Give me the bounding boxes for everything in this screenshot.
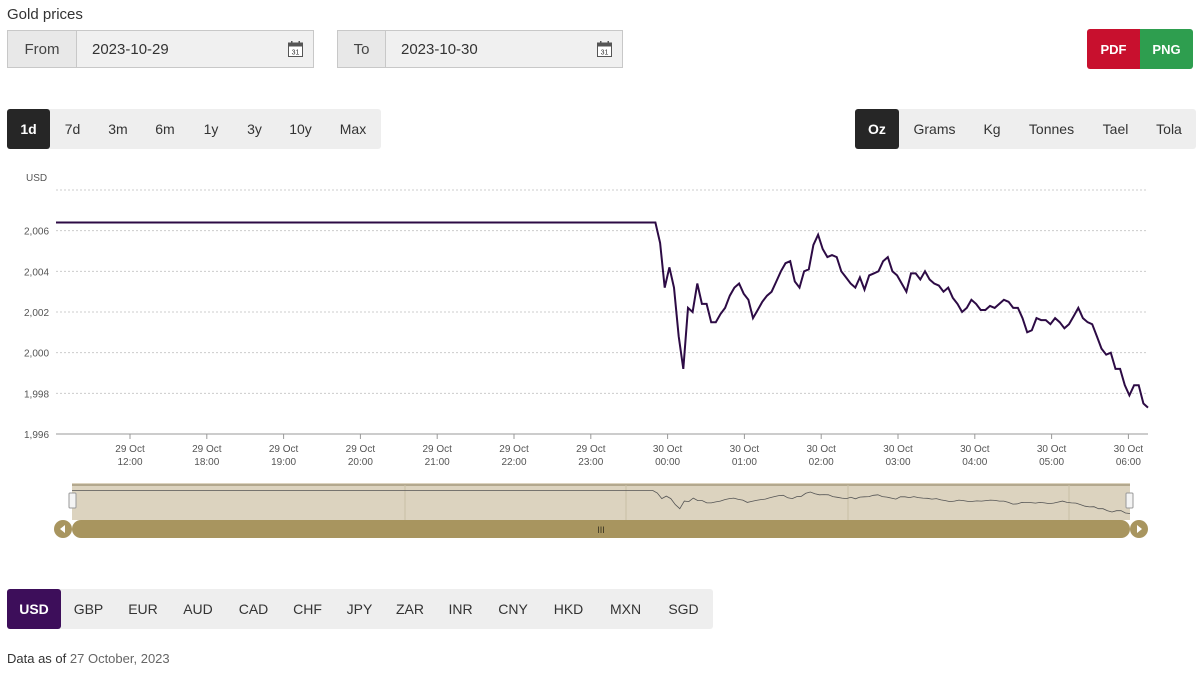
data-as-of-date: 27 October, 2023 — [69, 651, 170, 666]
x-tick-time: 01:00 — [732, 457, 757, 468]
currency-zar[interactable]: ZAR — [396, 601, 424, 617]
x-tick-date: 30 Oct — [883, 444, 913, 455]
calendar-icon-text: 31 — [601, 50, 609, 57]
currency-eur[interactable]: EUR — [128, 601, 158, 617]
range-max[interactable]: Max — [339, 121, 367, 137]
y-tick-label: 1,996 — [24, 430, 49, 441]
price-line — [56, 221, 1149, 409]
unit-oz[interactable]: Oz — [855, 109, 899, 149]
x-tick-time: 05:00 — [1039, 457, 1064, 468]
x-tick-date: 29 Oct — [576, 444, 606, 455]
x-tick-time: 23:00 — [578, 457, 603, 468]
unit-tael[interactable]: Tael — [1102, 121, 1129, 137]
currency-sgd[interactable]: SGD — [668, 601, 699, 617]
y-axis-label: USD — [26, 173, 47, 184]
x-tick-time: 19:00 — [271, 457, 296, 468]
range-selector: 1d 7d 3m 6m 1y 3y 10y Max — [7, 109, 381, 149]
range-3y[interactable]: 3y — [247, 121, 262, 137]
x-tick-time: 20:00 — [348, 457, 373, 468]
x-tick-date: 30 Oct — [806, 444, 836, 455]
currency-cad[interactable]: CAD — [238, 601, 269, 617]
from-date-input[interactable]: 2023-10-29 31 — [77, 31, 313, 67]
x-tick-date: 29 Oct — [346, 444, 376, 455]
x-tick-date: 29 Oct — [499, 444, 529, 455]
scrollbar-grip[interactable]: III — [597, 525, 605, 535]
x-tick-time: 21:00 — [425, 457, 450, 468]
data-as-of-prefix: Data as of — [7, 651, 67, 666]
currency-jpy[interactable]: JPY — [346, 601, 373, 617]
currency-gbp[interactable]: GBP — [73, 601, 104, 617]
x-tick-time: 00:00 — [655, 457, 680, 468]
currency-selector: USD GBP EUR AUD CAD CHF JPY ZAR INR CNY HKD MXN SGD — [7, 589, 713, 629]
range-3m[interactable]: 3m — [108, 121, 128, 137]
grid-lines — [56, 189, 1148, 435]
chart-navigator[interactable]: III — [54, 483, 1148, 538]
from-label: From — [8, 31, 77, 67]
y-tick-label: 2,002 — [24, 308, 49, 319]
to-date-field[interactable]: To 2023-10-30 31 — [337, 30, 623, 68]
y-axis-ticks: 2,006 2,004 2,002 2,000 1,998 1,996 — [24, 227, 49, 441]
y-tick-label: 2,004 — [24, 267, 49, 278]
navigator-right-handle[interactable] — [1125, 492, 1134, 509]
unit-selector: Oz Grams Kg Tonnes Tael Tola — [855, 109, 1196, 149]
currency-usd[interactable]: USD — [7, 589, 61, 629]
range-6m[interactable]: 6m — [155, 121, 175, 137]
currency-mxn[interactable]: MXN — [609, 601, 642, 617]
navigator-line — [72, 490, 1131, 514]
currency-aud[interactable]: AUD — [183, 601, 213, 617]
x-tick-time: 18:00 — [194, 457, 219, 468]
x-axis-ticks: 29 Oct 12:00 29 Oct 18:00 29 Oct 19:00 29 Oct 2… — [115, 434, 1143, 468]
x-tick-date: 29 Oct — [269, 444, 299, 455]
currency-inr[interactable]: INR — [448, 601, 473, 617]
unit-tola[interactable]: Tola — [1156, 121, 1182, 137]
chevron-left-icon — [60, 525, 65, 533]
navigator-scrollbar[interactable] — [72, 520, 1130, 538]
range-1d[interactable]: 1d — [7, 109, 50, 149]
x-tick-date: 30 Oct — [1114, 444, 1144, 455]
from-date-field[interactable]: From 2023-10-29 31 — [7, 30, 314, 68]
pdf-button[interactable]: PDF — [1087, 29, 1140, 69]
png-button[interactable]: PNG — [1140, 29, 1193, 69]
unit-grams[interactable]: Grams — [913, 121, 956, 137]
gold-price-chart: USD 2,006 2,004 2,002 2,000 1,998 1,996 29 Oc… — [24, 173, 1149, 538]
y-tick-label: 2,000 — [24, 349, 49, 360]
x-tick-time: 02:00 — [809, 457, 834, 468]
range-1y[interactable]: 1y — [203, 121, 219, 137]
x-tick-time: 22:00 — [501, 457, 526, 468]
x-tick-date: 30 Oct — [653, 444, 683, 455]
x-tick-date: 30 Oct — [960, 444, 990, 455]
page-title: Gold prices — [7, 6, 83, 23]
x-tick-date: 30 Oct — [1037, 444, 1067, 455]
x-tick-time: 03:00 — [885, 457, 910, 468]
x-tick-date: 29 Oct — [422, 444, 452, 455]
currency-chf[interactable]: CHF — [293, 601, 322, 617]
calendar-icon[interactable]: 31 — [288, 41, 303, 57]
y-tick-label: 1,998 — [24, 389, 49, 400]
unit-kg[interactable]: Kg — [983, 121, 1001, 137]
export-buttons: PDF PNG — [1087, 29, 1193, 69]
y-tick-label: 2,006 — [24, 227, 49, 238]
unit-tonnes[interactable]: Tonnes — [1028, 121, 1075, 137]
currency-hkd[interactable]: HKD — [553, 601, 584, 617]
x-tick-date: 29 Oct — [192, 444, 222, 455]
x-tick-date: 29 Oct — [115, 444, 145, 455]
x-tick-time: 04:00 — [962, 457, 987, 468]
range-7d[interactable]: 7d — [64, 121, 81, 137]
chevron-right-icon — [1137, 525, 1142, 533]
from-date-value: 2023-10-29 — [92, 40, 169, 58]
to-date-input[interactable]: 2023-10-30 31 — [386, 31, 622, 67]
data-as-of: Data as of 27 October, 2023 — [7, 651, 170, 666]
calendar-icon[interactable]: 31 — [597, 41, 612, 57]
calendar-icon-text: 31 — [292, 50, 300, 57]
x-tick-time: 06:00 — [1116, 457, 1141, 468]
currency-cny[interactable]: CNY — [498, 601, 528, 617]
to-label: To — [338, 31, 386, 67]
x-tick-date: 30 Oct — [730, 444, 760, 455]
x-tick-time: 12:00 — [117, 457, 142, 468]
navigator-left-handle[interactable] — [68, 492, 77, 509]
range-10y[interactable]: 10y — [289, 121, 312, 137]
to-date-value: 2023-10-30 — [401, 40, 478, 58]
